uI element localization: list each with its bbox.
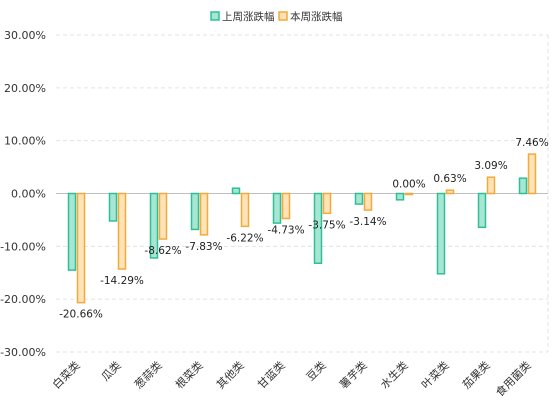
bar-this-week xyxy=(363,192,373,211)
bar-last-week xyxy=(149,192,159,259)
legend-label: 上周涨跌幅 xyxy=(222,10,275,23)
bar-last-week xyxy=(436,192,446,275)
legend-item-last-week[interactable]: 上周涨跌幅 xyxy=(210,10,275,23)
x-category-label: 豆类 xyxy=(303,358,328,383)
data-label: -14.29% xyxy=(100,275,144,287)
y-tick-label: -30.00% xyxy=(0,346,46,359)
x-category-label: 葱蒜类 xyxy=(131,358,164,391)
x-axis-categories: 白菜类 瓜类 葱蒜类 根菜类 其他类 甘蓝类 豆类 薯芋类 水生类 叶菜类 茄果类 食用菌类 xyxy=(49,358,533,399)
data-label: 3.09% xyxy=(474,160,507,172)
bar-last-week xyxy=(395,192,405,201)
y-tick-label: 0.00% xyxy=(11,188,46,201)
y-tick-label: -10.00% xyxy=(0,240,46,253)
x-category-label: 茄果类 xyxy=(459,358,492,391)
bar-last-week xyxy=(477,192,487,229)
x-category-label: 根菜类 xyxy=(172,358,205,391)
bar-this-week xyxy=(76,192,86,304)
x-category-label: 其他类 xyxy=(213,358,246,391)
data-label: 0.63% xyxy=(433,173,466,185)
legend-swatch xyxy=(210,11,220,21)
bar-last-week xyxy=(518,177,528,195)
bar-this-week xyxy=(281,192,291,220)
x-category-label: 叶菜类 xyxy=(418,358,451,391)
bar-last-week xyxy=(272,192,282,224)
legend-item-this-week[interactable]: 本周涨跌幅 xyxy=(278,10,343,23)
y-axis-ticks: 30.00% 20.00% 10.00% 0.00% -10.00% -20.00% -30… xyxy=(0,29,46,359)
bar-this-week xyxy=(322,192,332,215)
bar-last-week xyxy=(313,192,323,264)
y-tick-label: -20.00% xyxy=(0,293,46,306)
data-label: -6.22% xyxy=(226,232,263,244)
bar-last-week xyxy=(108,192,118,222)
data-label: 7.46% xyxy=(515,137,548,149)
y-tick-label: 30.00% xyxy=(4,29,46,42)
data-label: -3.75% xyxy=(308,219,345,231)
bar-last-week xyxy=(231,187,241,195)
data-labels: -20.66% -14.29% -8.62% -7.83% -6.22% -4.73% -3… xyxy=(59,137,549,321)
x-category-label: 食用菌类 xyxy=(493,358,534,399)
bar-last-week xyxy=(354,192,364,205)
gridlines xyxy=(56,34,549,353)
x-category-label: 甘蓝类 xyxy=(254,358,287,391)
data-label: 0.00% xyxy=(392,179,425,191)
legend-swatch xyxy=(278,11,288,21)
bar-this-week xyxy=(527,153,537,195)
x-category-label: 薯芋类 xyxy=(336,358,369,391)
bar-this-week xyxy=(158,192,168,240)
bar-last-week xyxy=(67,192,77,271)
bar-this-week xyxy=(117,192,127,270)
bars xyxy=(67,153,537,304)
legend-label: 本周涨跌幅 xyxy=(290,10,343,23)
bar-this-week xyxy=(445,189,455,195)
bar-this-week xyxy=(199,192,209,236)
bar-this-week xyxy=(486,176,496,195)
bar-last-week xyxy=(190,192,200,231)
bar-this-week xyxy=(404,192,414,196)
y-tick-label: 20.00% xyxy=(4,82,46,95)
data-label: -8.62% xyxy=(144,245,181,257)
data-label: -4.73% xyxy=(267,224,304,236)
y-tick-label: 10.00% xyxy=(4,135,46,148)
legend[interactable]: 上周涨跌幅 本周涨跌幅 xyxy=(210,10,343,23)
data-label: -7.83% xyxy=(185,241,222,253)
x-category-label: 白菜类 xyxy=(49,358,82,391)
x-category-label: 水生类 xyxy=(377,358,410,391)
x-category-label: 瓜类 xyxy=(98,358,123,383)
data-label: -20.66% xyxy=(59,309,103,321)
data-label: -3.14% xyxy=(349,216,386,228)
bar-this-week xyxy=(240,192,250,228)
